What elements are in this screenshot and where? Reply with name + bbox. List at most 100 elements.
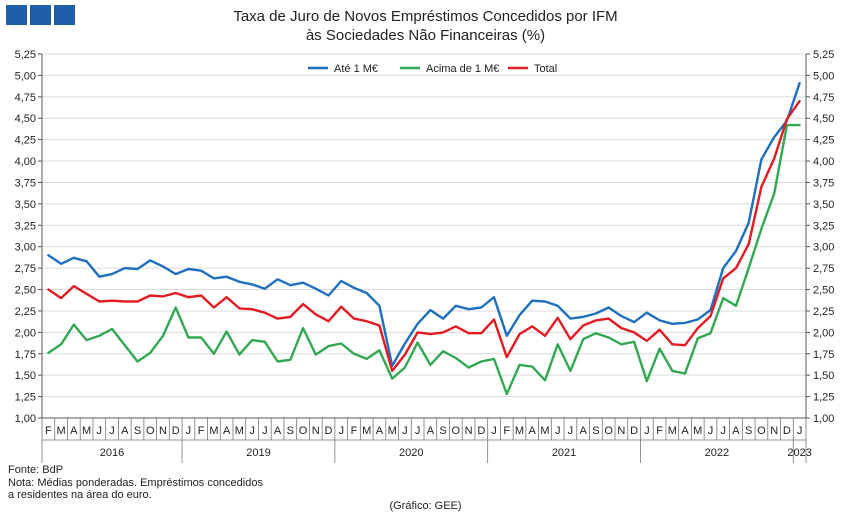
y-tick-label: 3,25: [813, 220, 834, 232]
x-tick-label: A: [274, 425, 282, 437]
y-tick-label: 1,75: [15, 349, 36, 361]
x-tick-label: M: [388, 425, 397, 437]
x-tick-label: A: [376, 425, 384, 437]
x-tick-label: O: [452, 425, 461, 437]
x-tick-label: N: [159, 425, 167, 437]
x-tick-label: J: [402, 425, 408, 437]
logo-square: [6, 5, 27, 25]
x-tick-label: F: [656, 425, 663, 437]
x-tick-label: F: [503, 425, 510, 437]
y-tick-label: 2,25: [15, 306, 36, 318]
logo-square: [54, 5, 75, 25]
x-tick-label: M: [693, 425, 702, 437]
chart-credit: (Gráfico: GEE): [389, 500, 462, 512]
x-tick-label: J: [186, 425, 192, 437]
x-tick-label: J: [797, 425, 803, 437]
x-tick-label: F: [351, 425, 358, 437]
x-tick-label: A: [223, 425, 231, 437]
year-label: 2022: [705, 447, 729, 459]
x-tick-label: O: [604, 425, 613, 437]
y-tick-label: 4,25: [813, 135, 834, 147]
year-label: 2020: [399, 447, 423, 459]
y-tick-label: 4,75: [813, 92, 834, 104]
x-tick-label: J: [338, 425, 344, 437]
x-tick-label: J: [491, 425, 497, 437]
x-tick-label: A: [427, 425, 435, 437]
x-tick-label: J: [644, 425, 650, 437]
x-tick-label: O: [757, 425, 766, 437]
x-tick-label: A: [70, 425, 78, 437]
axes: [41, 54, 807, 419]
x-tick-label: A: [732, 425, 740, 437]
y-tick-label: 3,75: [813, 177, 834, 189]
y-tick-label: 1,25: [15, 392, 36, 404]
method-note-line1: Nota: Médias ponderadas. Empréstimos con…: [8, 476, 263, 489]
series-line: [47, 123, 801, 396]
x-tick-label: S: [287, 425, 294, 437]
x-tick-label: S: [592, 425, 599, 437]
y-tick-label: 4,75: [15, 92, 36, 104]
year-label: 2019: [246, 447, 270, 459]
grid-lines: [42, 53, 806, 419]
y-axis-left: 1,00 1,25 1,50 1,75 2,00 2,25 2,50 2,75 3,00 3,25…: [15, 49, 42, 425]
y-tick-label: 5,25: [15, 49, 36, 61]
y-tick-label: 2,25: [813, 306, 834, 318]
method-note-line2: a residentes na área do euro.: [8, 489, 152, 501]
y-tick-label: 3,00: [813, 242, 834, 254]
x-tick-label: S: [134, 425, 141, 437]
y-tick-label: 1,00: [813, 413, 834, 425]
legend-label: Acima de 1 M€: [426, 63, 499, 75]
x-tick-label: J: [708, 425, 714, 437]
y-tick-label: 2,00: [813, 327, 834, 339]
x-tick-label: N: [770, 425, 778, 437]
x-tick-label: D: [630, 425, 638, 437]
y-tick-label: 3,75: [15, 177, 36, 189]
x-tick-label: S: [439, 425, 446, 437]
y-tick-label: 1,00: [15, 413, 36, 425]
x-tick-label: J: [249, 425, 255, 437]
y-tick-label: 2,50: [15, 285, 36, 297]
x-tick-label: S: [745, 425, 752, 437]
gee-logo: [6, 5, 75, 25]
series-line: [47, 81, 801, 367]
year-label: 2016: [100, 447, 124, 459]
x-tick-label: J: [262, 425, 268, 437]
year-label: 2021: [552, 447, 576, 459]
x-tick-label: J: [109, 425, 115, 437]
source-note: Fonte: BdP: [8, 464, 64, 476]
x-tick-label: D: [477, 425, 485, 437]
logo-square: [30, 5, 51, 25]
y-tick-label: 1,25: [813, 392, 834, 404]
y-tick-label: 5,25: [813, 49, 834, 61]
x-tick-label: N: [465, 425, 473, 437]
x-tick-label: N: [312, 425, 320, 437]
y-tick-label: 4,00: [15, 156, 36, 168]
x-tick-label: J: [720, 425, 726, 437]
y-axis-right: 1,00 1,25 1,50 1,75 2,00 2,25 2,50 2,75 3,00 3,25…: [806, 49, 834, 425]
y-tick-label: 2,75: [813, 263, 834, 275]
chart-title-line1: Taxa de Juro de Novos Empréstimos Conced…: [233, 8, 618, 25]
x-tick-label: O: [299, 425, 308, 437]
x-tick-label: M: [540, 425, 549, 437]
x-tick-label: J: [555, 425, 561, 437]
x-tick-label: A: [121, 425, 129, 437]
legend-label: Total: [534, 63, 557, 75]
y-tick-label: 3,50: [813, 199, 834, 211]
y-tick-label: 2,00: [15, 327, 36, 339]
legend: Até 1 M€ Acima de 1 M€ Total: [308, 63, 557, 75]
x-tick-label: D: [325, 425, 333, 437]
x-tick-label: M: [57, 425, 66, 437]
year-label: 2023: [787, 447, 811, 459]
footnotes: Fonte: BdP Nota: Médias ponderadas. Empr…: [8, 464, 263, 502]
y-tick-label: 1,50: [813, 370, 834, 382]
y-tick-label: 1,75: [813, 349, 834, 361]
y-tick-label: 4,50: [813, 113, 834, 125]
y-tick-label: 4,25: [15, 135, 36, 147]
y-tick-label: 3,50: [15, 199, 36, 211]
y-tick-label: 2,75: [15, 263, 36, 275]
x-tick-label: J: [415, 425, 421, 437]
y-tick-label: 4,50: [15, 113, 36, 125]
x-tick-label: A: [681, 425, 689, 437]
x-tick-label: N: [617, 425, 625, 437]
